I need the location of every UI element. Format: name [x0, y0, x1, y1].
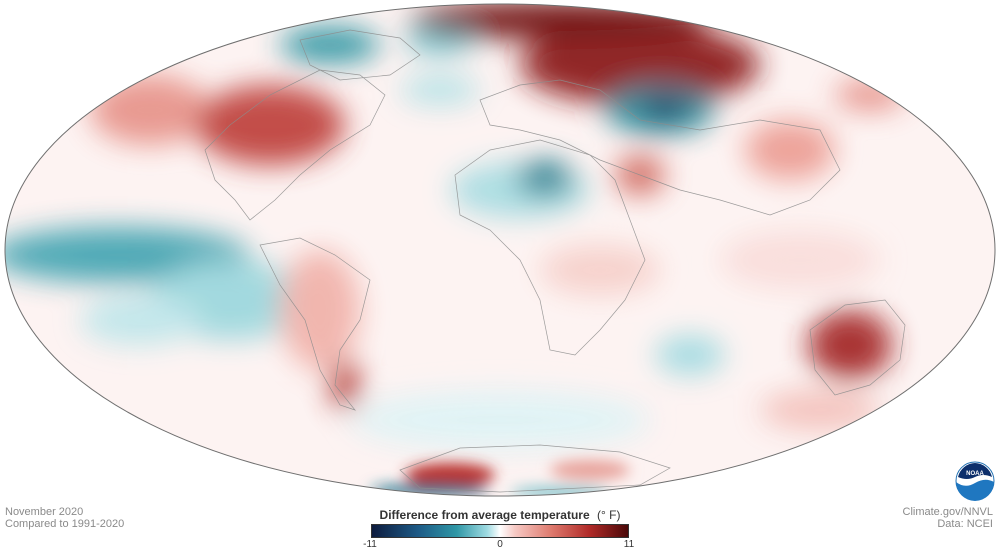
country-borders: [204, 29, 906, 493]
world-anomaly-map: [4, 3, 996, 497]
source-data: Data: NCEI: [937, 518, 993, 530]
legend-title-row: Difference from average temperature (° F…: [370, 508, 630, 522]
noaa-logo-text: NOAA: [966, 471, 984, 477]
color-legend: Difference from average temperature (° F…: [363, 508, 634, 550]
legend-title: Difference from average temperature: [379, 508, 590, 522]
source-credit: Climate.gov/NNVL Data: NCEI: [903, 506, 993, 530]
source-site: Climate.gov/NNVL: [902, 506, 993, 518]
legend-unit: (° F): [596, 508, 621, 522]
legend-tick-max: 11: [623, 539, 635, 550]
noaa-logo: NOAA: [955, 461, 995, 501]
legend-color-bar: [371, 524, 629, 538]
legend-tick-min: -11: [363, 539, 377, 550]
globe-outline: [4, 3, 996, 497]
caption-date: November 2020: [5, 506, 84, 518]
caption-comparison: Compared to 1991-2020: [5, 518, 125, 530]
legend-tick-zero: 0: [497, 539, 503, 550]
map-caption: November 2020 Compared to 1991-2020: [5, 506, 124, 530]
anomaly-field: [5, 4, 995, 496]
